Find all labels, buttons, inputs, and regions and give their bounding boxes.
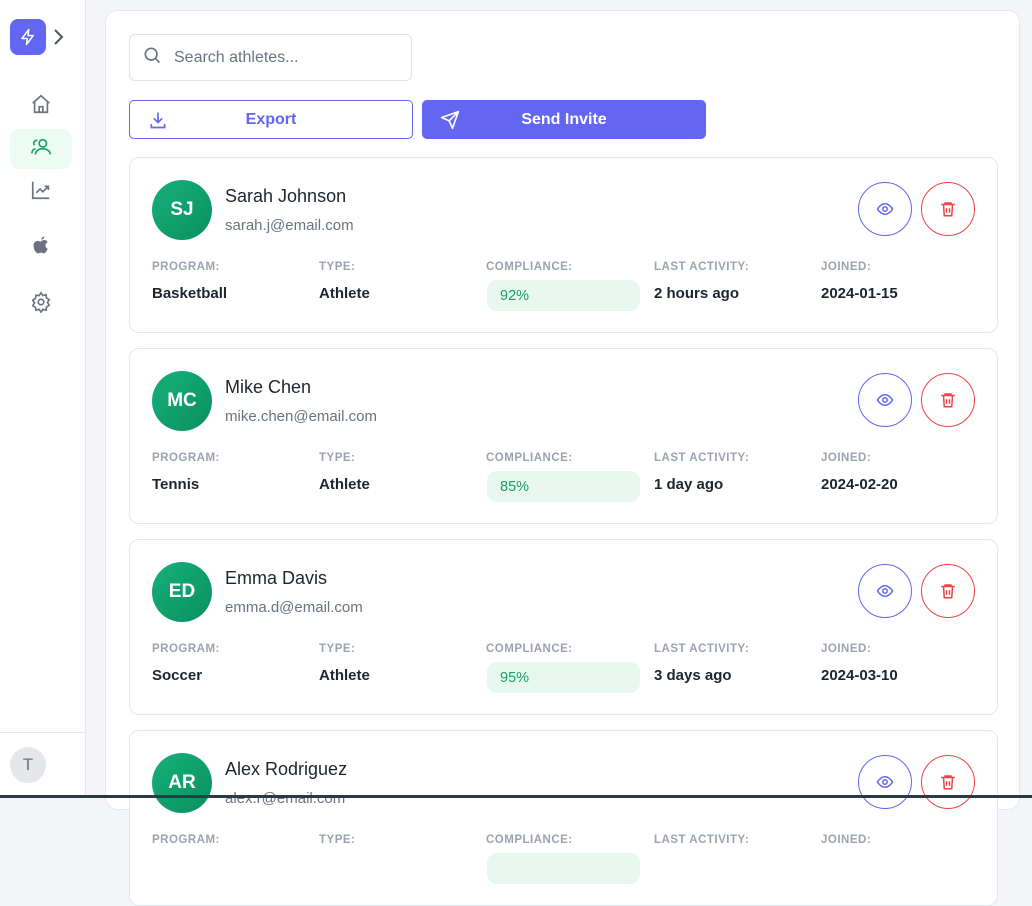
export-label: Export [245, 110, 297, 128]
athlete-card: SJ Sarah Johnson sarah.j@email.com PROGR… [129, 157, 998, 333]
sidebar-item-apple[interactable] [10, 227, 72, 267]
taskbar-edge [0, 795, 1032, 798]
compliance-label: COMPLIANCE: [486, 643, 573, 655]
eye-icon [876, 202, 894, 216]
athlete-email: alex.r@email.com [225, 790, 346, 807]
delete-button[interactable] [921, 182, 975, 236]
delete-button[interactable] [921, 373, 975, 427]
home-icon [30, 93, 52, 120]
sidebar-item-analytics[interactable] [10, 172, 72, 212]
compliance-badge [487, 853, 640, 884]
trash-icon [941, 584, 955, 599]
search-box[interactable] [129, 34, 412, 81]
type-label: TYPE: [319, 643, 356, 655]
type-label: TYPE: [319, 452, 356, 464]
avatar: ED [152, 562, 212, 622]
program-value: Basketball [152, 285, 228, 302]
compliance-badge: 92% [487, 280, 640, 311]
view-button[interactable] [858, 182, 912, 236]
athlete-card: MC Mike Chen mike.chen@email.com PROGRAM… [129, 348, 998, 524]
last-activity-value: 1 day ago [654, 476, 724, 493]
compliance-badge: 95% [487, 662, 640, 693]
eye-icon [876, 584, 894, 598]
send-icon [440, 110, 460, 129]
type-label: TYPE: [319, 834, 356, 846]
athlete-name: Mike Chen [225, 377, 312, 397]
joined-value: 2024-01-15 [821, 285, 898, 302]
athlete-email: mike.chen@email.com [225, 408, 377, 425]
avatar: AR [152, 753, 212, 813]
trash-icon [941, 393, 955, 408]
search-input[interactable] [174, 48, 394, 67]
avatar: SJ [152, 180, 212, 240]
program-label: PROGRAM: [152, 261, 220, 273]
download-icon [150, 112, 166, 128]
compliance-label: COMPLIANCE: [486, 261, 573, 273]
athlete-name: Alex Rodriguez [225, 759, 348, 779]
joined-value: 2024-03-10 [821, 667, 898, 684]
sidebar-item-home[interactable] [10, 86, 72, 126]
joined-label: JOINED: [821, 452, 872, 464]
joined-label: JOINED: [821, 261, 872, 273]
trash-icon [941, 775, 955, 790]
eye-icon [876, 393, 894, 407]
users-icon [30, 136, 52, 163]
eye-icon [876, 775, 894, 789]
chevron-right-icon[interactable] [52, 27, 66, 52]
sidebar-footer: T [0, 732, 86, 798]
type-value: Athlete [319, 667, 370, 684]
view-button[interactable] [858, 564, 912, 618]
last-activity-label: LAST ACTIVITY: [654, 643, 750, 655]
type-value: Athlete [319, 476, 370, 493]
avatar: MC [152, 371, 212, 431]
athlete-name: Emma Davis [225, 568, 328, 588]
program-value: Soccer [152, 667, 203, 684]
search-icon [142, 45, 162, 70]
program-label: PROGRAM: [152, 834, 220, 846]
sidebar: T [0, 0, 86, 798]
trending-chart-icon [30, 179, 52, 206]
export-button[interactable]: Export [129, 100, 413, 139]
athlete-card: ED Emma Davis emma.d@email.com PROGRAM: … [129, 539, 998, 715]
logo-bolt-icon[interactable] [10, 19, 46, 55]
athletes-panel: Export Send Invite SJ Sarah Johnson sara… [105, 10, 1020, 906]
view-button[interactable] [858, 373, 912, 427]
program-label: PROGRAM: [152, 452, 220, 464]
gear-icon [30, 290, 52, 318]
last-activity-label: LAST ACTIVITY: [654, 834, 750, 846]
compliance-label: COMPLIANCE: [486, 452, 573, 464]
last-activity-value: 2 hours ago [654, 285, 740, 302]
sidebar-item-settings[interactable] [10, 284, 72, 324]
delete-button[interactable] [921, 755, 975, 809]
joined-label: JOINED: [821, 834, 872, 846]
last-activity-label: LAST ACTIVITY: [654, 452, 750, 464]
athlete-name: Sarah Johnson [225, 186, 347, 206]
program-value: Tennis [152, 476, 200, 493]
type-label: TYPE: [319, 261, 356, 273]
athlete-email: sarah.j@email.com [225, 217, 354, 234]
last-activity-label: LAST ACTIVITY: [654, 261, 750, 273]
apple-icon [31, 234, 51, 261]
delete-button[interactable] [921, 564, 975, 618]
view-button[interactable] [858, 755, 912, 809]
sidebar-item-athletes[interactable] [10, 129, 72, 169]
compliance-label: COMPLIANCE: [486, 834, 573, 846]
trash-icon [941, 202, 955, 217]
user-avatar[interactable]: T [10, 747, 46, 783]
send-invite-button[interactable]: Send Invite [422, 100, 706, 139]
last-activity-value: 3 days ago [654, 667, 732, 684]
program-label: PROGRAM: [152, 643, 220, 655]
joined-label: JOINED: [821, 643, 872, 655]
type-value: Athlete [319, 285, 370, 302]
send-invite-label: Send Invite [521, 110, 607, 128]
athlete-email: emma.d@email.com [225, 599, 363, 616]
joined-value: 2024-02-20 [821, 476, 898, 493]
compliance-badge: 85% [487, 471, 640, 502]
athlete-card: AR Alex Rodriguez alex.r@email.com PROGR… [129, 730, 998, 906]
